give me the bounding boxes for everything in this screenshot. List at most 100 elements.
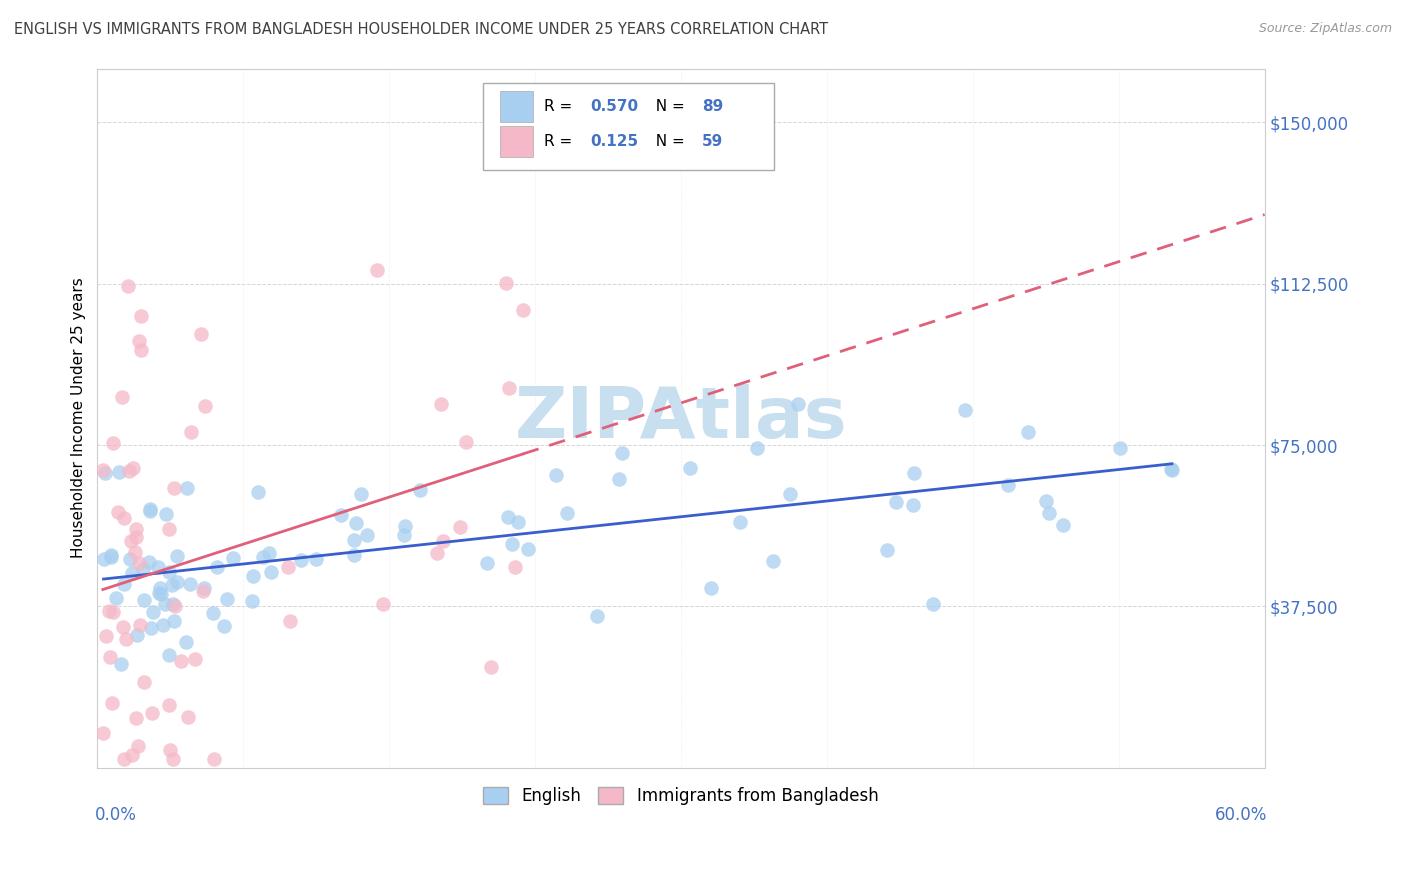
Point — [115, 632, 138, 646]
Text: Source: ZipAtlas.com: Source: ZipAtlas.com — [1258, 22, 1392, 36]
Point — [876, 543, 898, 558]
Text: 60.0%: 60.0% — [1215, 806, 1267, 824]
Point — [121, 747, 143, 762]
Point — [118, 552, 141, 566]
Point — [96, 629, 118, 643]
Point — [128, 556, 150, 570]
Point — [155, 508, 177, 522]
Point — [426, 545, 449, 559]
Point — [409, 483, 432, 497]
Point — [125, 711, 148, 725]
Point — [278, 615, 301, 629]
Point — [394, 519, 416, 533]
Point — [157, 565, 180, 579]
Point — [107, 505, 129, 519]
Point — [149, 582, 172, 596]
Point — [100, 549, 122, 564]
Point — [679, 461, 702, 475]
Point — [222, 550, 245, 565]
Point — [190, 327, 212, 342]
Point — [152, 618, 174, 632]
Point — [730, 516, 752, 530]
Text: ENGLISH VS IMMIGRANTS FROM BANGLADESH HOUSEHOLDER INCOME UNDER 25 YEARS CORRELAT: ENGLISH VS IMMIGRANTS FROM BANGLADESH HO… — [14, 22, 828, 37]
Point — [127, 628, 149, 642]
Point — [98, 603, 121, 617]
FancyBboxPatch shape — [482, 82, 775, 169]
Point — [153, 597, 176, 611]
Point — [162, 752, 184, 766]
Point — [148, 586, 170, 600]
Point — [128, 617, 150, 632]
Point — [98, 649, 121, 664]
Point — [110, 657, 132, 672]
Point — [193, 582, 215, 596]
Point — [512, 303, 534, 318]
Point — [356, 527, 378, 541]
Point — [118, 464, 141, 478]
Point — [91, 726, 114, 740]
Point — [901, 498, 924, 512]
Point — [132, 593, 155, 607]
Point — [132, 562, 155, 576]
Point — [699, 581, 721, 595]
Text: ZIPAtlas: ZIPAtlas — [515, 384, 848, 452]
Point — [1038, 506, 1060, 520]
Point — [117, 278, 139, 293]
Legend: English, Immigrants from Bangladesh: English, Immigrants from Bangladesh — [477, 780, 886, 812]
Point — [205, 560, 228, 574]
Point — [555, 506, 578, 520]
Point — [131, 309, 153, 323]
Point — [169, 654, 191, 668]
Point — [103, 605, 125, 619]
Point — [139, 621, 162, 635]
Point — [202, 752, 225, 766]
Point — [607, 472, 630, 486]
Point — [496, 509, 519, 524]
Text: 59: 59 — [702, 135, 723, 150]
Point — [191, 583, 214, 598]
Point — [114, 752, 136, 766]
Text: R =: R = — [544, 100, 578, 114]
Point — [498, 381, 520, 395]
Point — [953, 403, 976, 417]
Point — [162, 597, 184, 611]
Point — [112, 511, 135, 525]
Point — [120, 534, 142, 549]
Point — [259, 546, 281, 560]
Point — [93, 552, 115, 566]
Point — [1035, 494, 1057, 508]
Point — [163, 599, 186, 614]
Point — [343, 533, 366, 548]
Point — [517, 541, 540, 556]
Text: N =: N = — [645, 135, 689, 150]
Point — [1017, 425, 1039, 439]
Point — [479, 659, 502, 673]
Point — [127, 739, 149, 754]
Point — [101, 696, 124, 710]
Point — [495, 276, 517, 290]
Point — [177, 710, 200, 724]
Point — [125, 522, 148, 536]
Point — [371, 597, 394, 611]
Point — [157, 698, 180, 712]
Point — [105, 591, 128, 605]
Point — [174, 634, 197, 648]
Point — [215, 592, 238, 607]
Point — [179, 576, 201, 591]
Point — [201, 606, 224, 620]
Point — [112, 577, 135, 591]
Point — [330, 508, 353, 522]
Point — [546, 468, 568, 483]
Text: R =: R = — [544, 135, 578, 150]
Point — [242, 569, 264, 583]
Point — [430, 397, 453, 411]
Point — [366, 262, 388, 277]
Point — [157, 522, 180, 536]
Point — [150, 587, 173, 601]
Point — [586, 609, 609, 624]
Point — [344, 516, 367, 530]
Point — [290, 553, 312, 567]
Point — [506, 515, 529, 529]
Point — [1161, 463, 1184, 477]
Point — [246, 484, 269, 499]
